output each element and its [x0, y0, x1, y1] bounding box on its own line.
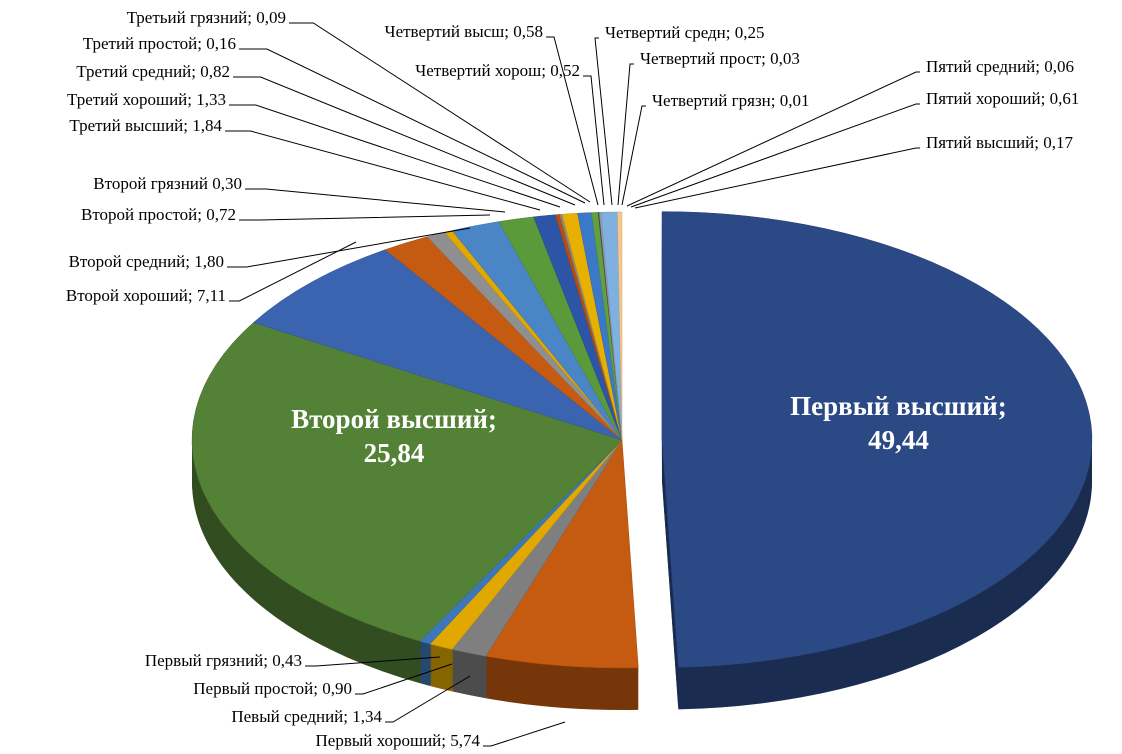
leader-line	[225, 130, 541, 211]
data-label: Второй средний; 1,80	[69, 252, 224, 271]
slice	[485, 439, 639, 669]
slice	[191, 322, 623, 642]
leader-line	[355, 663, 453, 695]
slice	[252, 249, 623, 441]
data-label: Второй высший; 25,84	[291, 404, 497, 469]
slice	[617, 211, 623, 441]
data-label: Певый средний; 1,34	[231, 707, 382, 726]
data-label: Третий средний; 0,82	[76, 62, 230, 81]
leader-line	[233, 76, 576, 206]
data-label: Третий простой; 0,16	[83, 34, 236, 53]
leader-line	[483, 721, 566, 747]
data-label: Первый высший; 49,44	[790, 390, 1007, 455]
leader-line	[239, 214, 491, 221]
data-label: Третьий грязний; 0,09	[127, 8, 286, 27]
leader-line	[583, 75, 605, 206]
data-label: Второй простой; 0,72	[81, 205, 236, 224]
data-label: Третий высший; 1,84	[69, 116, 222, 135]
data-label: Четвертий грязн; 0,01	[652, 91, 809, 110]
data-label: Пятий хороший; 0,61	[926, 89, 1079, 108]
data-label: Четвертий высш; 0,58	[385, 22, 543, 41]
leader-line	[546, 36, 599, 206]
leader-line	[245, 188, 506, 213]
data-label: Первый простой; 0,90	[193, 679, 352, 698]
data-label: Четвертий прост; 0,03	[640, 49, 800, 68]
pie	[191, 211, 1093, 710]
leader-line	[594, 37, 613, 206]
leader-line	[229, 241, 357, 302]
leader-line	[621, 105, 646, 206]
big-label: Второй высший; 25,84	[291, 404, 497, 469]
leader-line	[630, 103, 920, 208]
data-label: Третий хороший; 1,33	[67, 90, 226, 109]
big-label: Первый высший; 49,44	[790, 390, 1007, 455]
data-label: Четвертий средн; 0,25	[605, 23, 764, 42]
leader-line	[385, 675, 471, 723]
leader-line	[634, 147, 920, 209]
data-label: Пятий высший; 0,17	[926, 133, 1073, 152]
data-label: Первый грязний; 0,43	[145, 651, 302, 670]
data-label: Второй грязний 0,30	[93, 174, 242, 193]
leader-line	[617, 63, 634, 206]
data-label: Пятий средний; 0,06	[926, 57, 1074, 76]
leader-line	[239, 48, 586, 204]
data-label: Первый хороший; 5,74	[316, 731, 481, 750]
leader-line	[289, 22, 591, 203]
data-label: Четвертий хорош; 0,52	[415, 61, 580, 80]
leader-line	[227, 227, 471, 268]
leader-line	[305, 656, 441, 667]
slice	[661, 211, 1093, 668]
leader-line	[626, 71, 920, 207]
data-label: Второй хороший; 7,11	[66, 286, 226, 305]
leader-line	[229, 104, 561, 208]
